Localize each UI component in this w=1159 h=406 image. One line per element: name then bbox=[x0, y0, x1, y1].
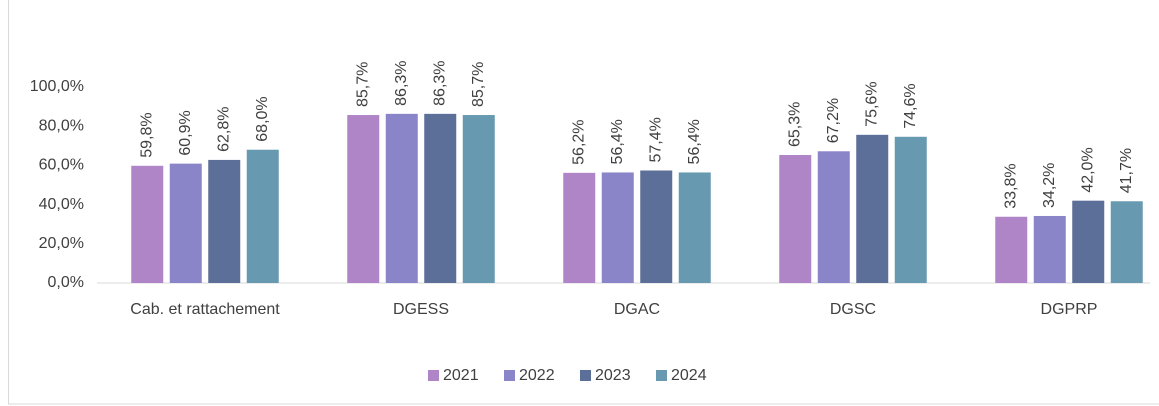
bar bbox=[601, 172, 634, 283]
data-label: 67,2% bbox=[825, 98, 842, 143]
bar bbox=[1072, 200, 1105, 283]
bar bbox=[169, 163, 202, 283]
x-tick-label: DGSC bbox=[830, 301, 876, 318]
chart-border bbox=[8, 0, 1159, 405]
legend-label: 2022 bbox=[519, 367, 555, 384]
bar bbox=[208, 159, 241, 283]
data-label: 85,7% bbox=[470, 62, 487, 107]
data-label: 68,0% bbox=[254, 96, 271, 141]
data-label: 41,7% bbox=[1118, 148, 1135, 193]
y-tick-label: 100,0% bbox=[30, 78, 84, 95]
data-label: 75,6% bbox=[863, 81, 880, 126]
data-label: 33,8% bbox=[1002, 163, 1019, 208]
legend-swatch bbox=[580, 370, 591, 381]
data-label: 57,4% bbox=[647, 117, 664, 162]
bar bbox=[347, 115, 380, 283]
bar bbox=[779, 155, 812, 283]
bar bbox=[894, 136, 927, 283]
y-tick-label: 80,0% bbox=[39, 117, 84, 134]
data-label: 56,4% bbox=[609, 119, 626, 164]
data-label: 85,7% bbox=[354, 62, 371, 107]
bar bbox=[640, 170, 673, 283]
legend-swatch bbox=[504, 370, 515, 381]
bar bbox=[995, 216, 1028, 283]
data-label: 34,2% bbox=[1041, 163, 1058, 208]
y-tick-label: 0,0% bbox=[48, 274, 84, 291]
data-label: 65,3% bbox=[786, 102, 803, 147]
y-tick-label: 20,0% bbox=[39, 235, 84, 252]
legend-label: 2021 bbox=[443, 367, 479, 384]
bar bbox=[1110, 201, 1143, 283]
data-label: 86,3% bbox=[393, 60, 410, 105]
y-tick-label: 60,0% bbox=[39, 157, 84, 174]
data-label: 56,4% bbox=[686, 119, 703, 164]
data-label: 56,2% bbox=[570, 119, 587, 164]
bar bbox=[424, 113, 457, 284]
data-label: 42,0% bbox=[1079, 147, 1096, 192]
x-tick-label: DGPRP bbox=[1041, 301, 1098, 318]
bar bbox=[385, 113, 418, 284]
data-label: 74,6% bbox=[902, 83, 919, 128]
x-tick-label: Cab. et rattachement bbox=[130, 301, 280, 318]
legend-label: 2024 bbox=[671, 367, 707, 384]
bar bbox=[1033, 215, 1066, 283]
data-label: 86,3% bbox=[431, 60, 448, 105]
bar bbox=[462, 115, 495, 283]
data-label: 60,9% bbox=[177, 110, 194, 155]
bar bbox=[131, 165, 164, 283]
bar bbox=[817, 151, 850, 283]
bar bbox=[246, 149, 279, 283]
legend-label: 2023 bbox=[595, 367, 631, 384]
data-label: 62,8% bbox=[215, 107, 232, 152]
data-label: 59,8% bbox=[138, 112, 155, 157]
y-tick-label: 40,0% bbox=[39, 196, 84, 213]
bar bbox=[563, 172, 596, 283]
x-tick-label: DGESS bbox=[393, 301, 449, 318]
x-tick-label: DGAC bbox=[614, 301, 660, 318]
legend-swatch bbox=[428, 370, 439, 381]
legend-swatch bbox=[656, 370, 667, 381]
bar bbox=[856, 134, 889, 283]
bar bbox=[678, 172, 711, 283]
